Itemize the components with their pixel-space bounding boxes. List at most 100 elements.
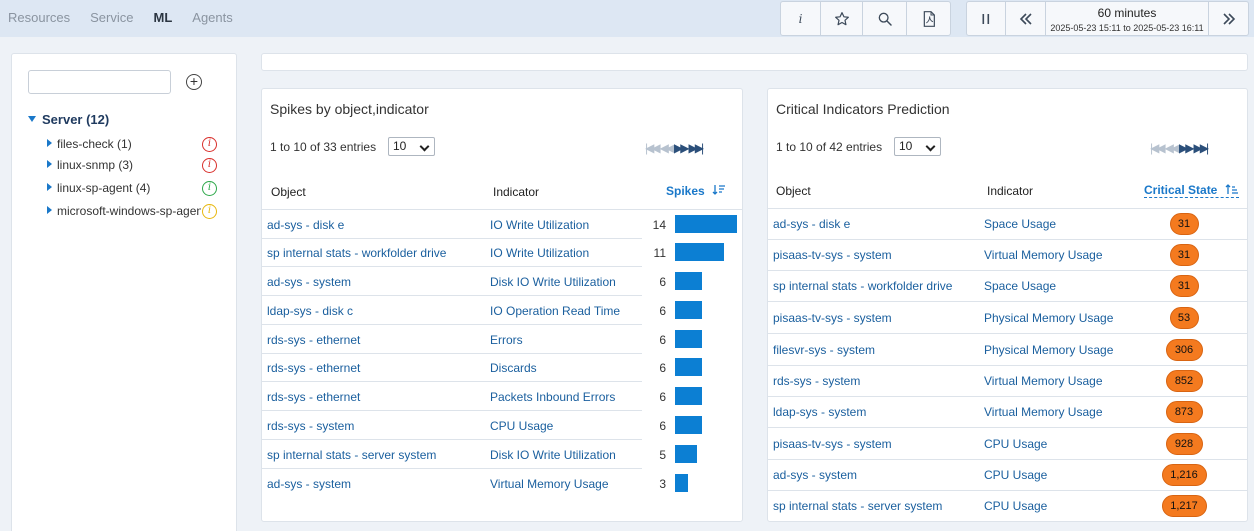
object-link[interactable]: rds-sys - ethernet <box>267 333 361 347</box>
object-link[interactable]: rds-sys - ethernet <box>267 390 361 404</box>
next-page-icon[interactable]: ▶▶ <box>674 141 690 155</box>
time-forward-button[interactable] <box>1209 2 1248 35</box>
tree-node-server[interactable]: Server (12) <box>28 112 109 127</box>
col-header-indicator[interactable]: Indicator <box>987 184 1034 198</box>
row-divider <box>768 396 1247 397</box>
prev-page-icon[interactable]: ◀◀ <box>659 141 676 155</box>
indicator-link[interactable]: Space Usage <box>984 217 1057 231</box>
first-page-icon[interactable]: |◀◀ <box>645 141 660 155</box>
indicator-link[interactable]: CPU Usage <box>490 419 554 433</box>
row-divider <box>262 353 642 354</box>
header-divider <box>262 209 742 210</box>
nav-tab-ml[interactable]: ML <box>153 10 173 25</box>
last-page-icon[interactable]: ▶▶| <box>688 141 704 155</box>
tree-item-label: linux-snmp (3) <box>57 157 134 172</box>
object-link[interactable]: ad-sys - disk e <box>267 218 345 232</box>
indicator-link[interactable]: IO Write Utilization <box>490 218 590 232</box>
first-page-icon[interactable]: |◀◀ <box>1150 141 1165 155</box>
object-link[interactable]: pisaas-tv-sys - system <box>773 311 892 325</box>
object-link[interactable]: pisaas-tv-sys - system <box>773 437 892 451</box>
indicator-link[interactable]: Packets Inbound Errors <box>490 390 616 404</box>
row-divider <box>262 468 642 469</box>
tree-search-input[interactable] <box>28 70 171 94</box>
critical-state-badge: 31 <box>1169 244 1199 266</box>
nav-tab-resources[interactable]: Resources <box>8 10 71 25</box>
indicator-link[interactable]: IO Operation Read Time <box>490 304 621 318</box>
indicator-link[interactable]: Virtual Memory Usage <box>984 374 1103 388</box>
pause-button[interactable] <box>967 2 1006 35</box>
col-header-object[interactable]: Object <box>776 184 811 198</box>
indicator-link[interactable]: Space Usage <box>984 279 1057 293</box>
object-link[interactable]: sp internal stats - workfolder drive <box>773 279 953 293</box>
indicator-link[interactable]: Disk IO Write Utilization <box>490 275 616 289</box>
indicator-link[interactable]: Physical Memory Usage <box>984 311 1114 325</box>
object-link[interactable]: sp internal stats - server system <box>773 499 943 513</box>
tree-item-linux-snmp[interactable]: linux-snmp (3) i <box>47 157 233 175</box>
indicator-link[interactable]: Physical Memory Usage <box>984 343 1114 357</box>
indicator-link[interactable]: Virtual Memory Usage <box>984 405 1103 419</box>
indicator-link[interactable]: CPU Usage <box>984 468 1048 482</box>
last-page-icon[interactable]: ▶▶| <box>1193 141 1209 155</box>
indicator-link[interactable]: Discards <box>490 361 537 375</box>
col-header-indicator[interactable]: Indicator <box>493 185 540 199</box>
object-link[interactable]: ad-sys - disk e <box>773 217 851 231</box>
object-link[interactable]: pisaas-tv-sys - system <box>773 248 892 262</box>
col-header-spikes-label: Spikes <box>666 184 705 198</box>
object-link[interactable]: ad-sys - system <box>267 275 352 289</box>
object-link[interactable]: rds-sys - system <box>267 419 355 433</box>
object-link[interactable]: ad-sys - system <box>773 468 858 482</box>
tree-item-microsoft-windows-sp-agent[interactable]: microsoft-windows-sp-agent i <box>47 203 233 221</box>
spike-bar <box>675 243 724 261</box>
main-nav: Resources Service ML Agents <box>8 10 253 25</box>
time-range-display[interactable]: 60 minutes 2025-05-23 15:11 to 2025-05-2… <box>1046 2 1209 35</box>
object-tree-panel: + Server (12) files-check (1) i linux-sn… <box>11 53 237 531</box>
object-link[interactable]: rds-sys - system <box>773 374 861 388</box>
object-link[interactable]: ldap-sys - disk c <box>267 304 354 318</box>
col-header-spikes[interactable]: Spikes <box>666 184 726 198</box>
object-link[interactable]: sp internal stats - workfolder drive <box>267 246 447 260</box>
page-size-value: 10 <box>393 139 407 153</box>
object-link[interactable]: rds-sys - ethernet <box>267 361 361 375</box>
next-page-icon[interactable]: ▶▶ <box>1179 141 1195 155</box>
critical-page-size-select[interactable]: 10 <box>894 137 941 156</box>
indicator-link[interactable]: CPU Usage <box>984 437 1048 451</box>
col-header-object[interactable]: Object <box>271 185 306 199</box>
indicator-link[interactable]: Virtual Memory Usage <box>490 477 609 491</box>
page-size-value: 10 <box>899 139 913 153</box>
add-icon[interactable]: + <box>186 74 202 90</box>
nav-tab-service[interactable]: Service <box>90 10 134 25</box>
indicator-link[interactable]: IO Write Utilization <box>490 246 590 260</box>
object-link[interactable]: ad-sys - system <box>267 477 352 491</box>
favorite-button[interactable] <box>821 2 863 35</box>
top-bar: Resources Service ML Agents i 60 minutes… <box>0 0 1254 37</box>
time-back-button[interactable] <box>1006 2 1046 35</box>
info-button[interactable]: i <box>781 2 821 35</box>
critical-title: Critical Indicators Prediction <box>776 101 950 117</box>
object-link[interactable]: ldap-sys - system <box>773 405 867 419</box>
export-pdf-button[interactable] <box>907 2 950 35</box>
tree-item-linux-sp-agent[interactable]: linux-sp-agent (4) i <box>47 180 233 198</box>
prev-page-icon[interactable]: ◀◀ <box>1164 141 1181 155</box>
tree-root-label: Server (12) <box>42 112 110 127</box>
object-link[interactable]: sp internal stats - server system <box>267 448 437 462</box>
spike-bar <box>675 330 702 348</box>
search-button[interactable] <box>863 2 907 35</box>
indicator-link[interactable]: Virtual Memory Usage <box>984 248 1103 262</box>
spike-count: 14 <box>652 218 666 232</box>
tree-item-files-check[interactable]: files-check (1) i <box>47 136 233 154</box>
row-divider <box>262 381 642 382</box>
critical-entries-info: 1 to 10 of 42 entries <box>776 140 883 154</box>
spikes-title: Spikes by object,indicator <box>270 101 429 117</box>
pause-icon <box>982 13 990 24</box>
row-divider <box>768 490 1247 491</box>
indicator-link[interactable]: Disk IO Write Utilization <box>490 448 616 462</box>
nav-tab-agents[interactable]: Agents <box>192 10 233 25</box>
pdf-file-icon <box>923 10 935 27</box>
spikes-page-size-select[interactable]: 10 <box>388 137 435 156</box>
indicator-link[interactable]: CPU Usage <box>984 499 1048 513</box>
col-header-critical-state[interactable]: Critical State <box>1144 183 1239 198</box>
object-link[interactable]: filesvr-sys - system <box>773 343 875 357</box>
indicator-link[interactable]: Errors <box>490 333 523 347</box>
row-divider <box>262 266 642 267</box>
critical-state-badge: 53 <box>1169 307 1199 329</box>
